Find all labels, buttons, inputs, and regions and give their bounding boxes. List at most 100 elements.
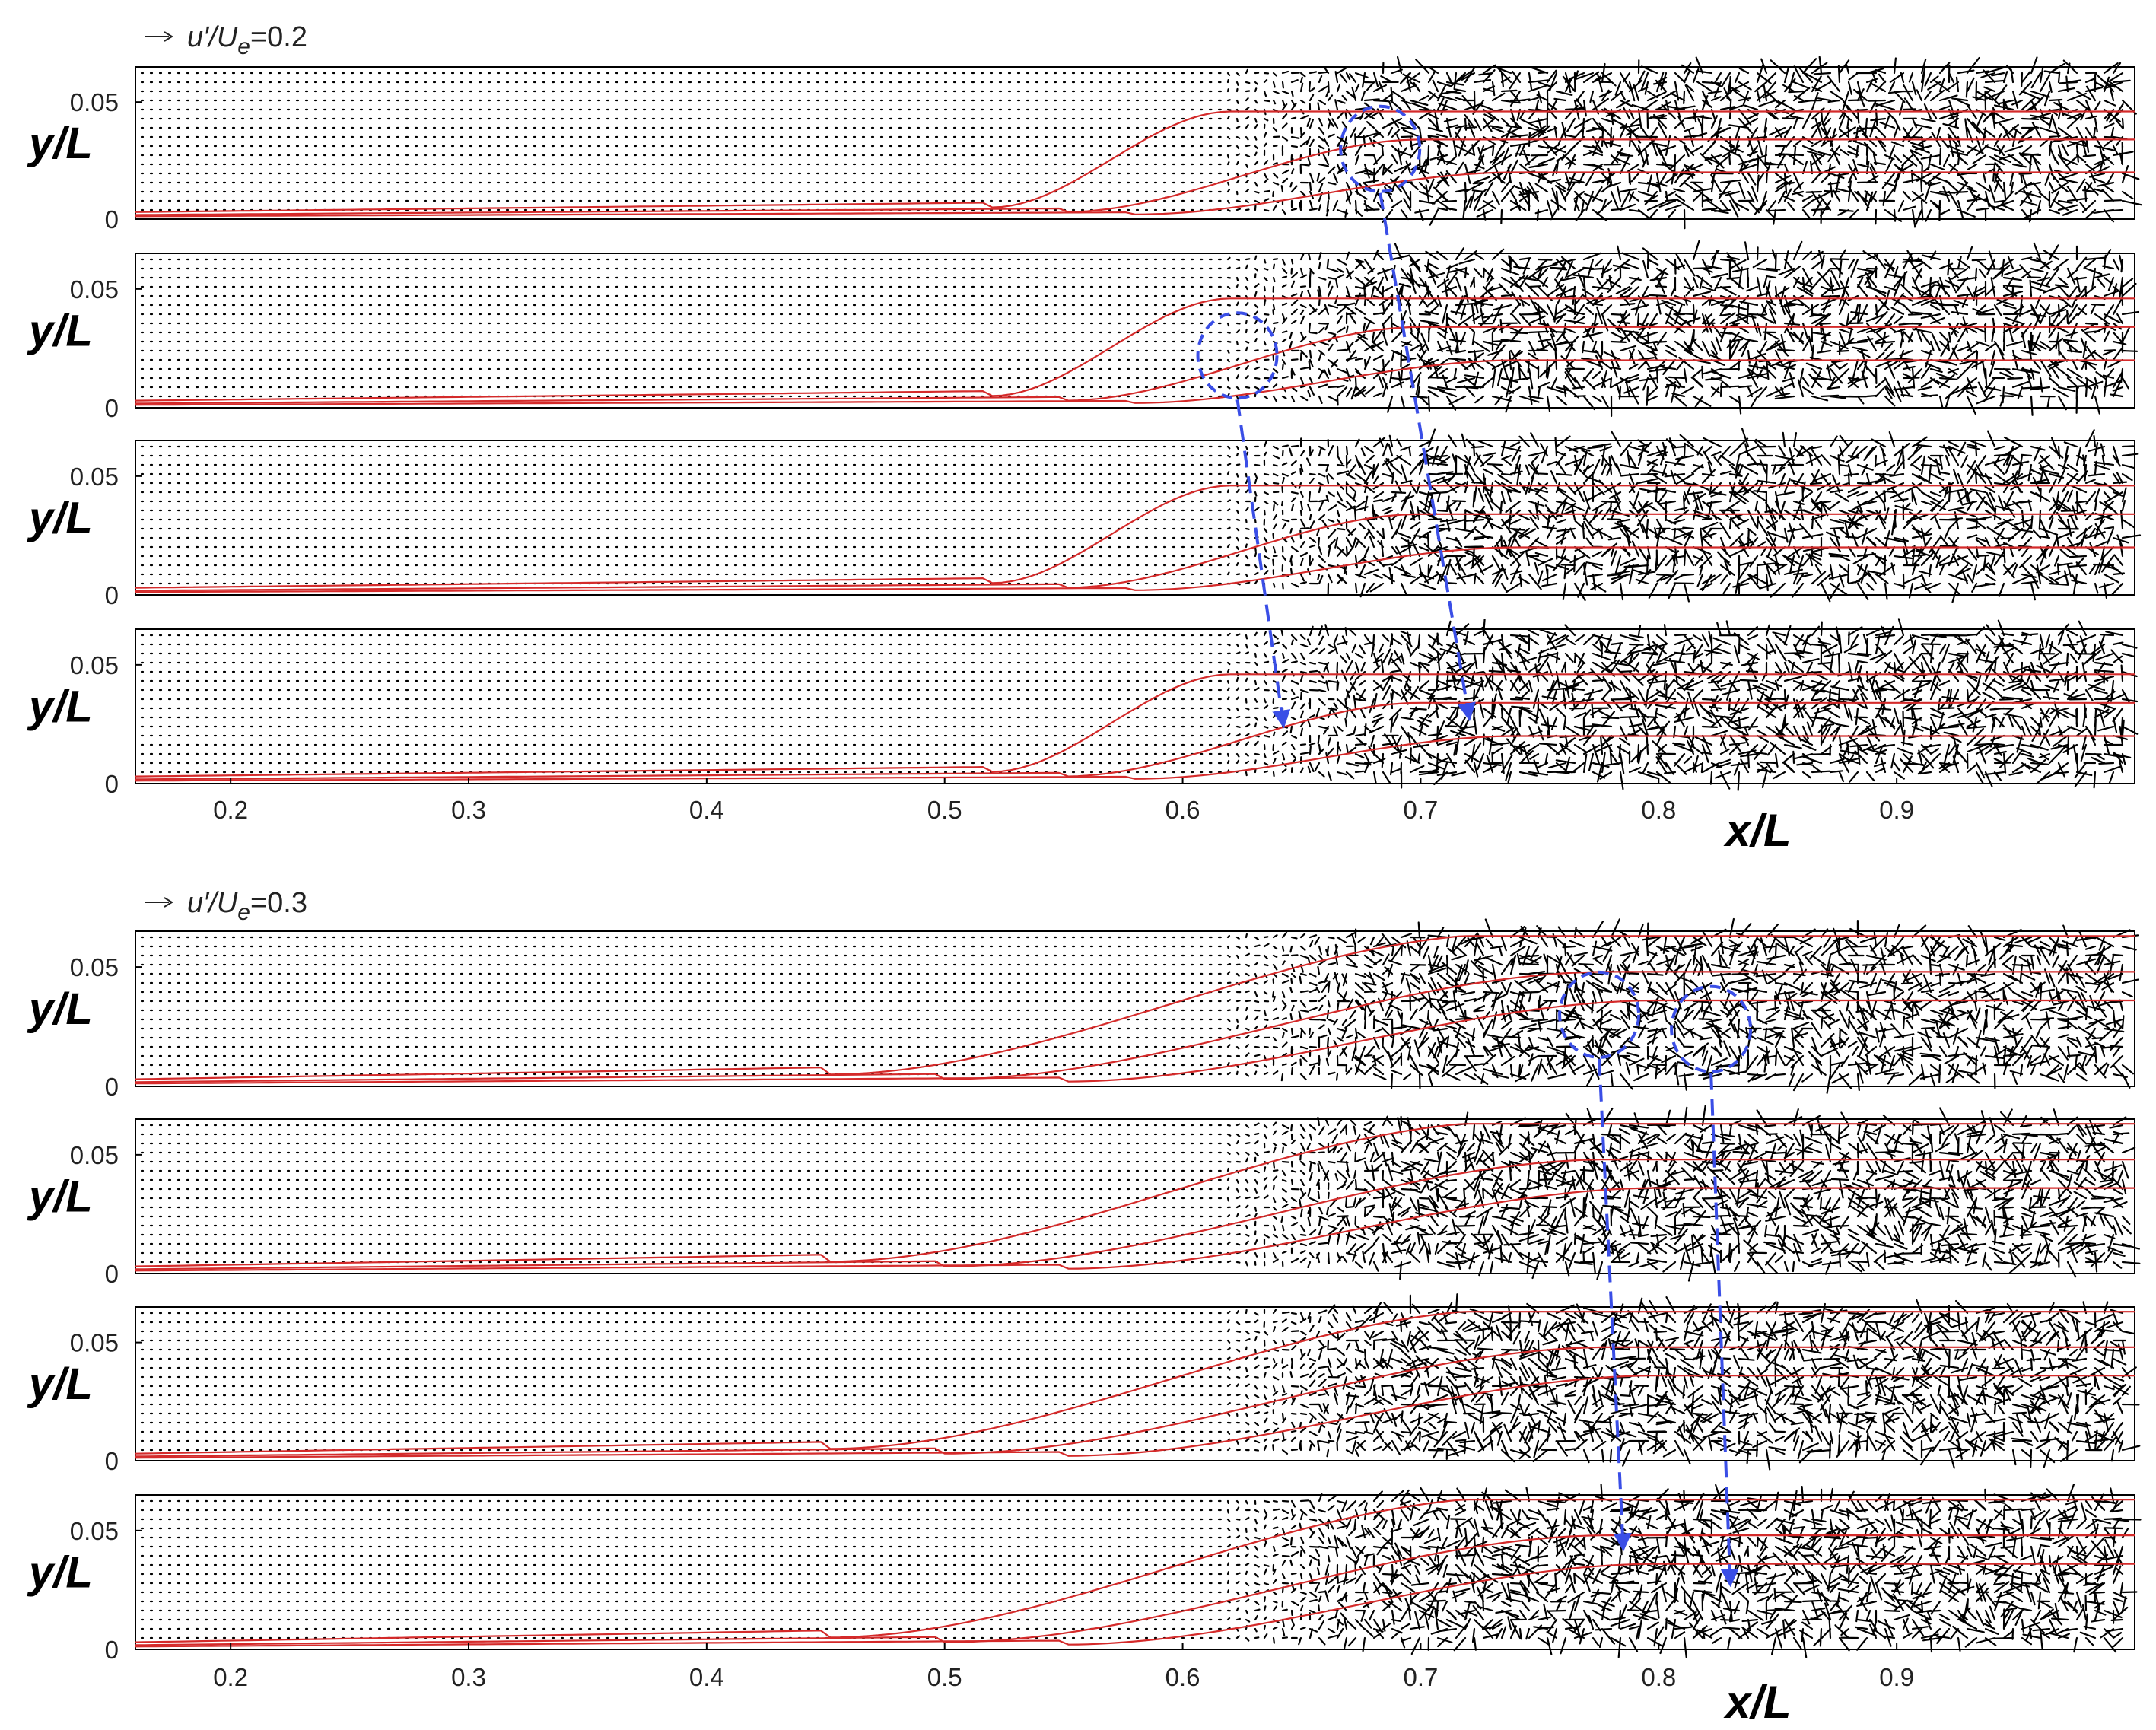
x-axis: 0.2 0.3 0.4 0.5 0.6 0.7 0.8 0.9 x/L bbox=[213, 1643, 1914, 1728]
x-tick-label: 0.5 bbox=[927, 1663, 962, 1691]
x-tick-label: 0.9 bbox=[1879, 1663, 1914, 1691]
vortex-track-arrow bbox=[1235, 399, 1291, 729]
panel-1-2: 0 0.05 y/L bbox=[27, 240, 2140, 422]
panel-1-4: 0 0.05 y/L bbox=[27, 618, 2139, 798]
panel-frame bbox=[135, 930, 2135, 1087]
x-tick-label: 0.3 bbox=[451, 1663, 486, 1691]
streamline-1 bbox=[135, 1499, 2135, 1643]
streamline-1 bbox=[135, 297, 2135, 402]
panel-2-4: 0 0.05 y/L bbox=[27, 1484, 2142, 1664]
x-tick-label: 0.2 bbox=[213, 1663, 248, 1691]
reference-vector-label: u′/Ue=0.3 bbox=[145, 887, 307, 925]
vortex-circle bbox=[1196, 311, 1279, 400]
vortex-track-arrow bbox=[1379, 192, 1476, 722]
y-axis-label: y/L bbox=[27, 1548, 93, 1598]
streamline-3 bbox=[135, 1187, 2135, 1272]
y-tick-label: 0.05 bbox=[70, 88, 119, 116]
y-tick-label: 0.05 bbox=[70, 651, 119, 679]
x-axis-label: x/L bbox=[1723, 805, 1792, 856]
reference-vector-text: u′/Ue=0.3 bbox=[187, 887, 307, 925]
vector-field bbox=[140, 1293, 2141, 1471]
velocity-vectors bbox=[140, 618, 2139, 791]
vortex-track-arrow bbox=[1709, 1073, 1739, 1588]
vortex-circle bbox=[1558, 970, 1641, 1059]
y-tick-label: 0 bbox=[105, 581, 119, 609]
x-tick-label: 0.7 bbox=[1403, 796, 1438, 824]
streamline-2 bbox=[135, 513, 2135, 592]
x-axis: 0.2 0.3 0.4 0.5 0.6 0.7 0.8 0.9 x/L bbox=[213, 778, 1914, 856]
streamline-2 bbox=[135, 1346, 2135, 1458]
panel-1-3: 0 0.05 y/L bbox=[27, 428, 2142, 609]
panel-1-1: 0 0.05 y/L bbox=[27, 56, 2142, 234]
y-tick-label: 0.05 bbox=[70, 275, 119, 304]
y-tick-label: 0 bbox=[105, 1260, 119, 1288]
x-tick-label: 0.8 bbox=[1641, 1663, 1676, 1691]
streamline-2 bbox=[135, 1534, 2135, 1646]
streamline-3 bbox=[135, 999, 2135, 1085]
streamline-2 bbox=[135, 701, 2135, 781]
vector-field bbox=[140, 428, 2142, 603]
vortex-circle bbox=[1670, 984, 1753, 1073]
x-tick-label: 0.6 bbox=[1165, 1663, 1200, 1691]
streamline-2 bbox=[135, 971, 2135, 1083]
y-axis-label: y/L bbox=[27, 1172, 93, 1222]
reference-vector-label: u′/Ue=0.2 bbox=[145, 21, 307, 59]
streamline-2 bbox=[135, 1159, 2135, 1270]
vortex-track-arrow bbox=[1598, 1058, 1632, 1552]
y-tick-label: 0 bbox=[105, 205, 119, 234]
streamline-1 bbox=[135, 485, 2135, 589]
streamline-1 bbox=[135, 673, 2135, 778]
streamline-3 bbox=[135, 359, 2135, 406]
streamline-2 bbox=[135, 138, 2135, 216]
y-axis-label: y/L bbox=[27, 307, 93, 356]
velocity-vectors bbox=[140, 56, 2142, 230]
velocity-vectors bbox=[140, 1105, 2141, 1282]
panel-frame bbox=[135, 440, 2135, 596]
y-tick-label: 0 bbox=[105, 770, 119, 798]
vortex-circle bbox=[1339, 104, 1422, 193]
x-tick-label: 0.6 bbox=[1165, 796, 1200, 824]
y-tick-label: 0.05 bbox=[70, 1141, 119, 1169]
x-tick-label: 0.9 bbox=[1879, 796, 1914, 824]
y-tick-label: 0.05 bbox=[70, 953, 119, 981]
y-tick-label: 0 bbox=[105, 394, 119, 422]
y-axis-label: y/L bbox=[27, 682, 93, 732]
panel-frame bbox=[135, 253, 2135, 409]
streamline-3 bbox=[135, 171, 2135, 218]
y-tick-label: 0.05 bbox=[70, 1329, 119, 1357]
streamline-2 bbox=[135, 326, 2135, 405]
vector-field bbox=[140, 56, 2142, 230]
x-tick-label: 0.4 bbox=[689, 1663, 724, 1691]
streamline-3 bbox=[135, 546, 2135, 593]
streamline-1 bbox=[135, 935, 2135, 1080]
panel-frame bbox=[135, 66, 2135, 220]
y-tick-label: 0 bbox=[105, 1636, 119, 1664]
vector-field bbox=[140, 618, 2139, 791]
y-axis-label: y/L bbox=[27, 494, 93, 543]
x-tick-label: 0.2 bbox=[213, 796, 248, 824]
y-tick-label: 0.05 bbox=[70, 1517, 119, 1545]
y-tick-label: 0.05 bbox=[70, 463, 119, 491]
x-tick-label: 0.4 bbox=[689, 796, 724, 824]
streamline-1 bbox=[135, 1123, 2135, 1267]
x-tick-label: 0.5 bbox=[927, 796, 962, 824]
x-tick-label: 0.7 bbox=[1403, 1663, 1438, 1691]
x-tick-label: 0.3 bbox=[451, 796, 486, 824]
panel-frame bbox=[135, 1118, 2135, 1274]
velocity-vectors bbox=[140, 917, 2139, 1094]
panel-2-1: 0 0.05 y/L bbox=[27, 917, 2139, 1101]
vector-field bbox=[140, 1484, 2142, 1658]
streamline-1 bbox=[135, 1311, 2135, 1455]
vector-field bbox=[140, 917, 2139, 1094]
panel-frame bbox=[135, 628, 2135, 784]
velocity-vectors bbox=[140, 1293, 2141, 1471]
panel-2-3: 0 0.05 y/L bbox=[27, 1293, 2141, 1475]
panel-2-2: 0 0.05 y/L bbox=[27, 1105, 2141, 1288]
streamline-3 bbox=[135, 1375, 2135, 1459]
y-axis-label: y/L bbox=[27, 119, 93, 168]
y-axis-label: y/L bbox=[27, 984, 93, 1034]
y-axis-label: y/L bbox=[27, 1360, 93, 1409]
velocity-vectors bbox=[140, 428, 2142, 603]
x-tick-label: 0.8 bbox=[1641, 796, 1676, 824]
